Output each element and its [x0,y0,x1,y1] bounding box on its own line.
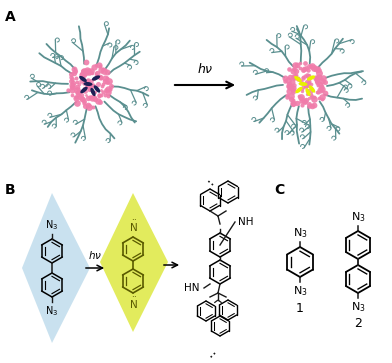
Text: $\rm N_3$: $\rm N_3$ [45,304,58,318]
Ellipse shape [299,82,307,86]
Ellipse shape [83,82,93,86]
Text: $\rm N_3$: $\rm N_3$ [293,226,307,240]
Ellipse shape [294,76,302,82]
Text: $\rm N_3$: $\rm N_3$ [351,300,365,314]
Text: $\ddot{\rm N}$: $\ddot{\rm N}$ [129,296,137,311]
Text: $\ddot{\rm N}$: $\ddot{\rm N}$ [129,219,137,234]
Text: A: A [5,10,16,24]
Text: C: C [274,183,284,197]
Text: $\rm N_3$: $\rm N_3$ [45,218,58,232]
Text: 2: 2 [354,317,362,330]
Text: $h\nu$: $h\nu$ [88,249,102,261]
Text: NH: NH [238,217,254,227]
Ellipse shape [305,88,310,96]
Text: $h\nu$: $h\nu$ [197,62,213,76]
Ellipse shape [307,76,315,81]
Ellipse shape [94,85,100,93]
Ellipse shape [91,88,96,96]
Ellipse shape [79,76,87,82]
Text: $\rm N_3$: $\rm N_3$ [351,210,365,224]
Polygon shape [100,193,168,332]
Text: $\rm N_3$: $\rm N_3$ [293,284,307,298]
Text: 1: 1 [296,302,304,315]
Ellipse shape [92,76,100,81]
Text: HN: HN [185,283,200,293]
Text: B: B [5,183,16,197]
Ellipse shape [309,85,315,93]
Polygon shape [22,193,90,343]
Ellipse shape [295,87,303,93]
Ellipse shape [80,87,88,93]
